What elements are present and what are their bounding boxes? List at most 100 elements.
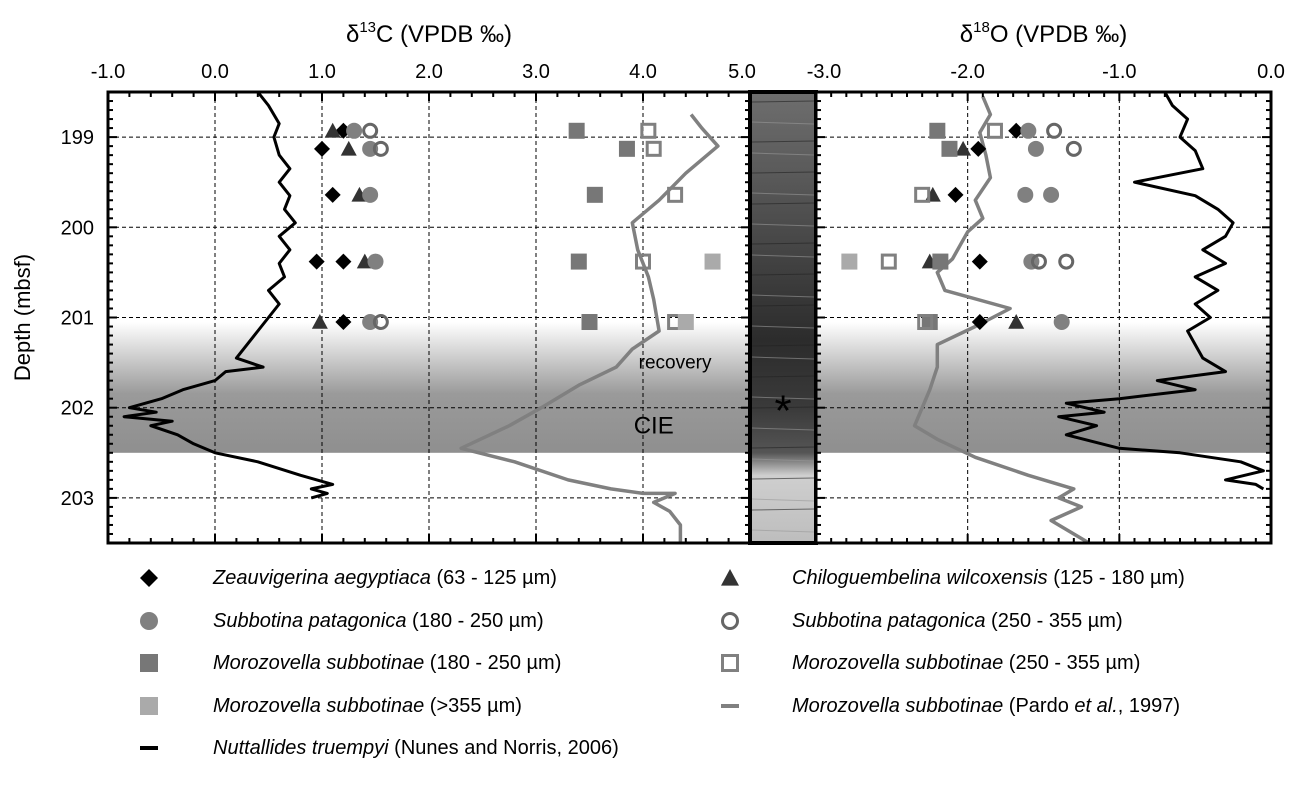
data-point	[1058, 253, 1075, 270]
core-lamina	[751, 202, 815, 205]
core-lamina	[751, 406, 815, 409]
legend-marker	[140, 569, 158, 587]
core-lamina	[751, 446, 815, 449]
core-image	[750, 92, 816, 543]
title-superscript: 13	[359, 19, 376, 36]
y-tick-label: 199	[61, 127, 94, 149]
d13c-panel: -1.0 0.0 1.0 2.0 3.0 4.0 5.0 δ13C (VPDB ‰) 199 20…	[10, 19, 756, 545]
data-point	[1030, 253, 1047, 270]
data-point	[955, 140, 972, 156]
series	[841, 92, 1265, 543]
data-point	[372, 314, 389, 331]
data-point	[970, 140, 987, 157]
data-point	[986, 122, 1003, 139]
series-line	[459, 113, 720, 543]
data-point	[929, 122, 946, 139]
data-point	[971, 253, 988, 270]
data-point	[640, 122, 657, 139]
legend-markers	[140, 569, 739, 750]
core-lamina	[751, 529, 815, 533]
data-point	[324, 186, 341, 203]
y-tick-label: 201	[61, 308, 94, 330]
x-tick-label: 2.0	[415, 61, 443, 83]
data-point	[880, 253, 897, 270]
cie-band	[816, 322, 1271, 453]
core-lamina	[751, 477, 815, 480]
core-lamina	[751, 192, 815, 196]
x-tick-label: 4.0	[629, 61, 657, 83]
data-point	[1027, 140, 1044, 157]
legend-marker	[721, 569, 739, 586]
data-point	[635, 253, 651, 270]
x-tick-label: 0.0	[1257, 61, 1285, 83]
legend-marker	[140, 654, 158, 672]
data-point	[340, 140, 357, 156]
recovery-label: recovery	[639, 353, 712, 374]
data-point	[947, 186, 964, 203]
title-rest: C (VPDB ‰)	[376, 21, 512, 48]
title-delta: δ	[960, 21, 973, 48]
data-point	[618, 140, 635, 157]
core-lamina	[751, 344, 815, 347]
series-line	[912, 95, 1090, 543]
data-point	[570, 253, 587, 270]
data-point	[1046, 122, 1063, 139]
data-point	[308, 253, 325, 270]
data-point	[1008, 314, 1025, 329]
series-line	[122, 92, 335, 500]
core-lamina	[751, 254, 815, 258]
data-point	[346, 122, 363, 139]
core-lamina	[751, 458, 815, 462]
core-lamina	[751, 242, 815, 245]
y-axis-label: Depth (mbsf)	[10, 254, 35, 381]
core-lamina	[751, 273, 815, 276]
y-tick-label: 203	[61, 488, 94, 510]
series	[122, 92, 721, 543]
legend-marker	[721, 612, 739, 630]
core-lamina	[751, 356, 815, 360]
core-lamina	[751, 140, 815, 143]
data-point	[1065, 140, 1082, 157]
title-rest: O (VPDB ‰)	[990, 21, 1127, 48]
data-point	[677, 314, 694, 331]
grid	[108, 92, 750, 543]
legend-marker	[721, 654, 739, 672]
x-tick-label: 3.0	[522, 61, 550, 83]
core-lamina	[751, 508, 815, 511]
core-lamina	[751, 498, 815, 502]
data-point	[372, 140, 389, 157]
plot-frame	[814, 90, 1273, 545]
cie-shading	[816, 322, 1271, 453]
data-point	[367, 253, 384, 270]
data-point	[314, 140, 330, 157]
data-point	[914, 186, 931, 203]
core-asterisk: *	[774, 387, 791, 436]
data-point	[971, 314, 988, 331]
data-point	[1043, 186, 1060, 203]
core-lamina	[751, 171, 815, 174]
data-point	[581, 314, 598, 331]
core-lamina	[751, 427, 815, 431]
x-tick-label: -2.0	[950, 61, 984, 83]
data-point	[921, 314, 938, 331]
title-delta: δ	[346, 21, 359, 48]
x-tick-label: 5.0	[728, 61, 756, 83]
core-lamina	[751, 223, 815, 227]
core-column: *	[748, 90, 818, 545]
series-line	[1057, 92, 1265, 491]
core-lamina	[751, 100, 815, 103]
data-point	[335, 253, 352, 270]
core-lamina	[751, 396, 815, 400]
data-point	[311, 314, 328, 329]
grid	[816, 92, 1271, 543]
data-point	[941, 140, 958, 157]
data-point	[932, 253, 949, 270]
data-point	[645, 140, 662, 157]
axis-title: δ18O (VPDB ‰)	[960, 19, 1127, 48]
data-point	[917, 314, 934, 331]
data-point	[841, 253, 858, 270]
x-tick-label: -1.0	[1102, 61, 1136, 83]
data-point	[335, 314, 352, 331]
data-point	[1053, 314, 1070, 331]
core-lamina	[751, 325, 815, 329]
